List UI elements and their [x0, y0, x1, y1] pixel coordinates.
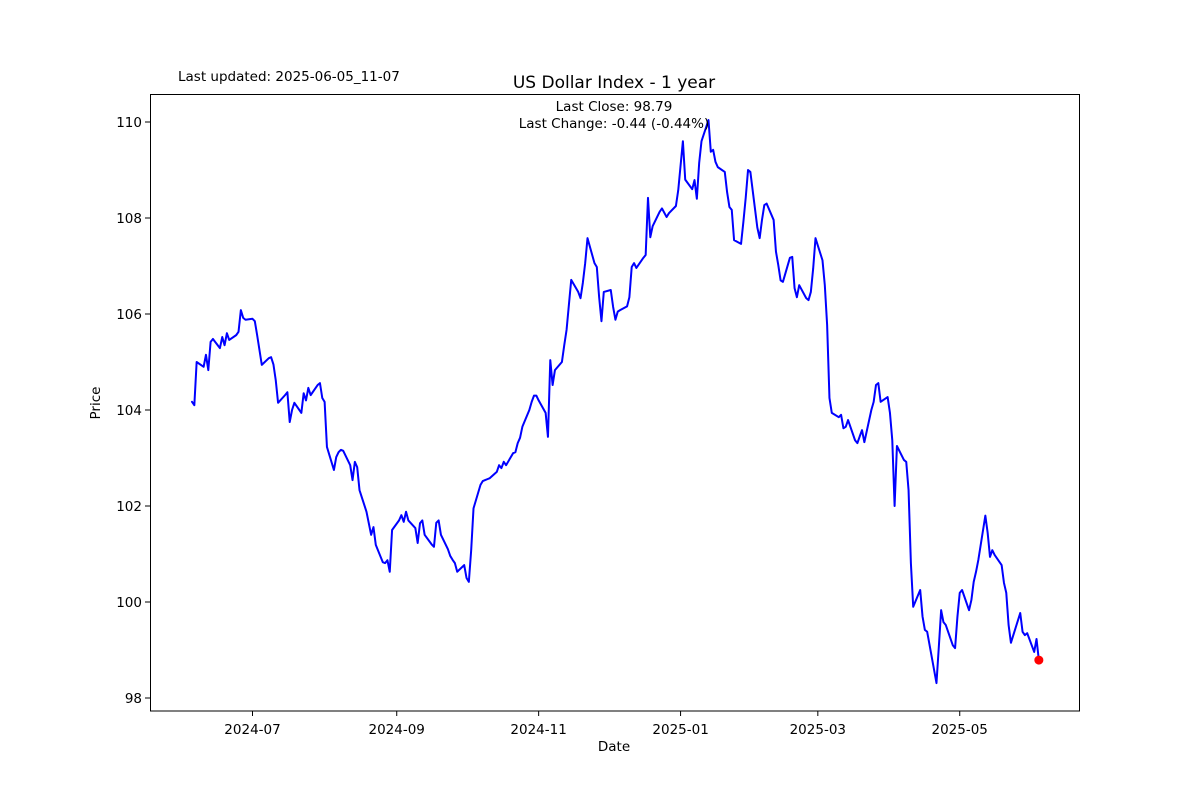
- chart-title: US Dollar Index - 1 year: [513, 73, 715, 93]
- x-axis-label: Date: [598, 739, 630, 755]
- y-tick-label: 98: [125, 691, 142, 707]
- last-change-annotation: Last Change: -0.44 (-0.44%): [519, 116, 709, 132]
- y-axis-label: Price: [88, 387, 104, 420]
- y-tick-label: 104: [116, 403, 142, 419]
- plot-area: [145, 94, 1080, 716]
- y-tick-label: 106: [116, 307, 142, 323]
- axes-frame: [150, 94, 1080, 712]
- y-tick-labels: 98 100 102 104 106 108 110: [116, 115, 142, 707]
- x-tick-label: 2024-11: [510, 722, 566, 738]
- x-tick-labels: 2024-07 2024-09 2024-11 2025-01 2025-03 …: [224, 722, 988, 738]
- y-tick-label: 108: [116, 211, 142, 227]
- x-tick-label: 2024-09: [368, 722, 424, 738]
- y-tick-label: 100: [116, 595, 142, 611]
- x-tick-label: 2025-05: [931, 722, 987, 738]
- y-tick-label: 110: [116, 115, 142, 131]
- x-tick-label: 2025-01: [652, 722, 708, 738]
- x-tick-label: 2024-07: [224, 722, 280, 738]
- y-tick-label: 102: [116, 499, 142, 515]
- last-updated-label: Last updated: 2025-06-05_11-07: [178, 69, 400, 85]
- last-close-annotation: Last Close: 98.79: [556, 99, 673, 115]
- last-close-marker: [1034, 655, 1044, 665]
- x-tick-label: 2025-03: [790, 722, 846, 738]
- price-line-series: [191, 119, 1040, 685]
